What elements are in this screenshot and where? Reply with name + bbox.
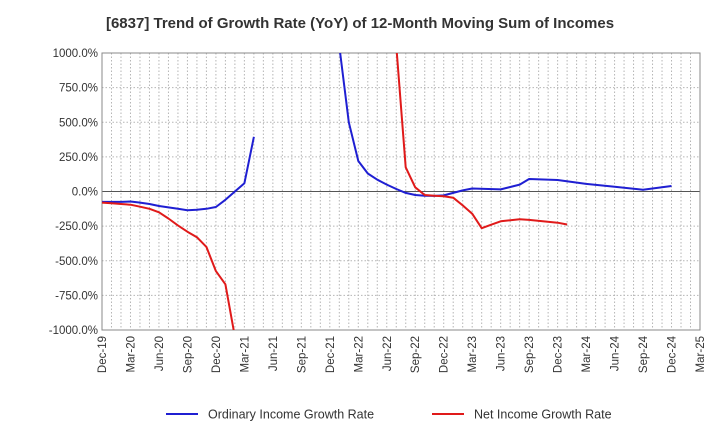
x-tick-label: Dec-20 — [211, 336, 223, 373]
y-tick-label: 250.0% — [59, 152, 98, 164]
x-tick-label: Jun-20 — [154, 336, 166, 371]
legend-label-1: Ordinary Income Growth Rate — [208, 408, 374, 422]
y-tick-label: 500.0% — [59, 117, 98, 129]
series-group — [102, 53, 672, 330]
x-tick-label: Sep-24 — [638, 335, 650, 373]
x-tick-label: Mar-25 — [695, 336, 707, 372]
y-tick-label: 0.0% — [72, 187, 98, 199]
x-tick-label: Sep-20 — [182, 336, 194, 373]
chart-title: [6837] Trend of Growth Rate (YoY) of 12-… — [105, 15, 615, 32]
x-tick-label: Dec-19 — [97, 336, 109, 373]
x-tick-label: Dec-21 — [325, 336, 337, 373]
x-tick-label: Jun-21 — [268, 336, 280, 371]
legend-label-2: Net Income Growth Rate — [474, 408, 612, 422]
x-tick-label: Jun-22 — [382, 336, 394, 371]
x-tick-label: Mar-23 — [467, 336, 479, 372]
x-tick-label: Mar-24 — [581, 335, 593, 372]
x-tick-label: Sep-23 — [524, 336, 536, 373]
x-tick-label: Mar-20 — [125, 336, 137, 372]
y-tick-label: 750.0% — [59, 83, 98, 95]
x-tick-label: Jun-23 — [496, 336, 508, 371]
x-tick-label: Jun-24 — [610, 335, 622, 371]
y-tick-label: -750.0% — [55, 290, 98, 302]
x-tick-label: Dec-23 — [553, 336, 565, 373]
y-tick-label: -500.0% — [55, 256, 98, 268]
y-tick-label: -250.0% — [55, 221, 98, 233]
x-tick-label: Dec-24 — [667, 335, 679, 373]
x-tick-label: Sep-22 — [410, 336, 422, 373]
x-tick-label: Sep-21 — [296, 336, 308, 373]
x-tick-label: Mar-21 — [239, 336, 251, 372]
y-tick-label: 1000.0% — [53, 48, 98, 60]
x-tick-label: Dec-22 — [439, 336, 451, 373]
plot-border — [101, 52, 701, 331]
x-tick-label: Mar-22 — [353, 336, 365, 372]
series-line-2 — [102, 53, 568, 330]
y-tick-label: -1000.0% — [49, 325, 98, 337]
